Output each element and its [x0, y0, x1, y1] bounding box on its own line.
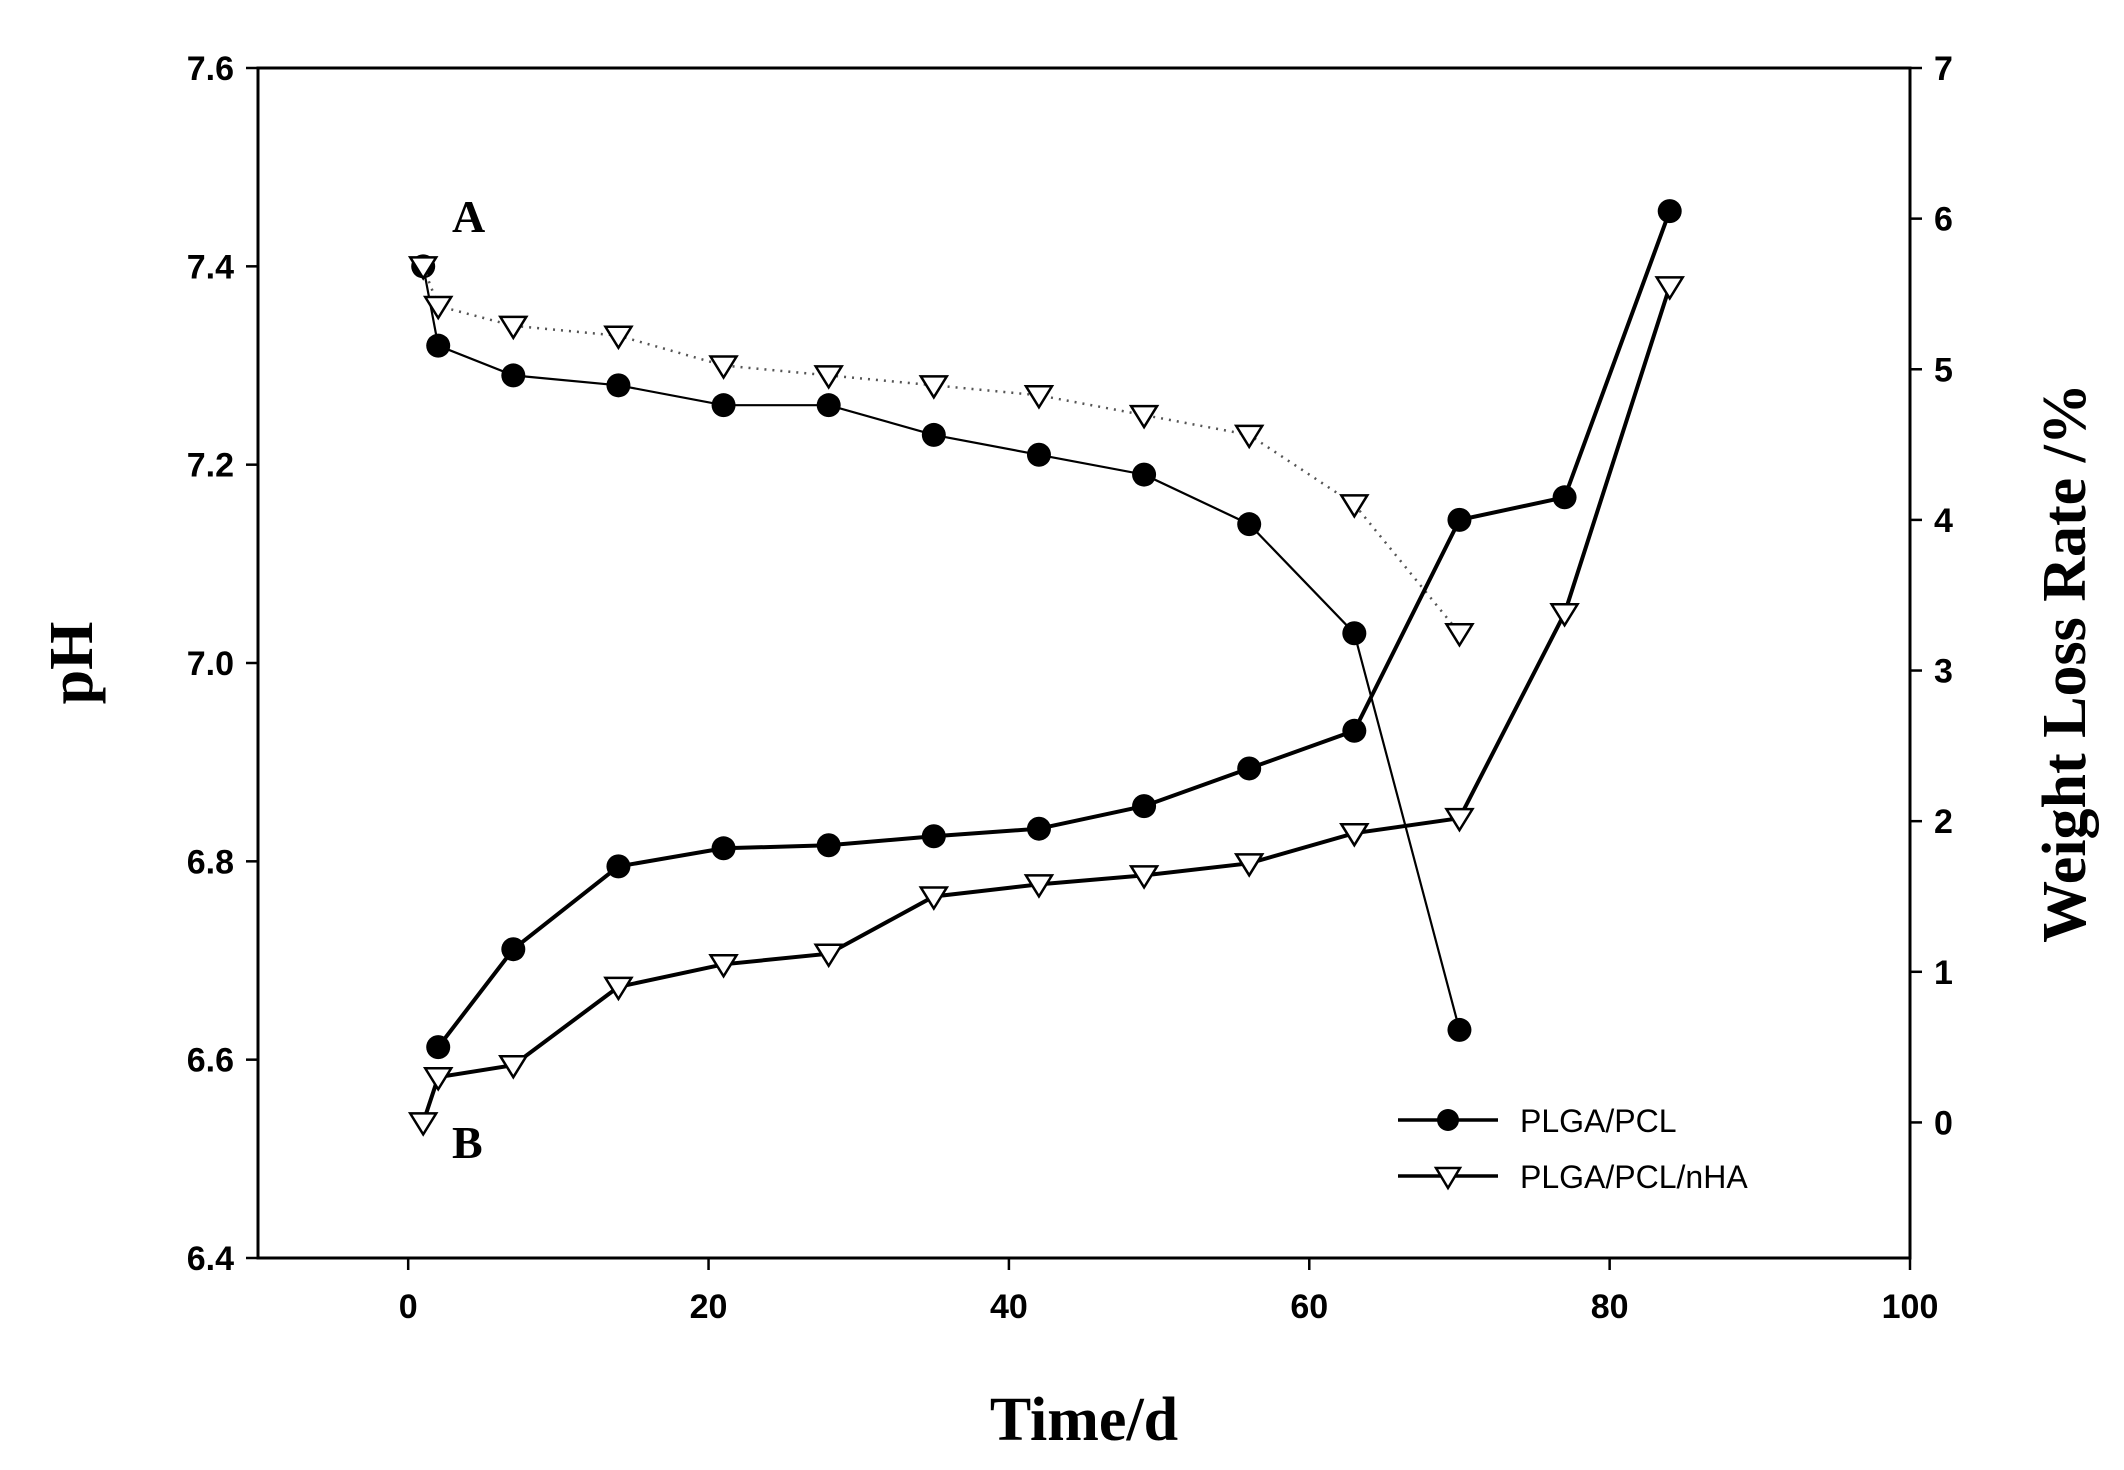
data-point-plga-pcl-nha-b: [813, 943, 844, 969]
series-line-plga-pcl-nha-a: [422, 265, 1461, 634]
data-point-plga-pcl-a: [921, 422, 946, 447]
data-point-plga-pcl-b: [1657, 199, 1682, 224]
data-point-plga-pcl-b: [921, 824, 946, 849]
series-layer: [407, 199, 1685, 1137]
legend-label-plga-pcl: PLGA/PCL: [1520, 1103, 1677, 1139]
data-point-plga-pcl-b: [501, 937, 526, 962]
data-point-plga-pcl-b: [606, 854, 631, 879]
legend-marker-plga-pcl: [1437, 1109, 1459, 1131]
data-point-plga-pcl-nha-b: [422, 1066, 454, 1092]
y-right-tick-label: 0: [1934, 1104, 1953, 1142]
data-point-plga-pcl-b: [1552, 485, 1577, 510]
y-right-tick-label: 2: [1934, 803, 1953, 841]
data-point-plga-pcl-a: [1447, 1017, 1472, 1042]
data-point-plga-pcl-nha-b: [1444, 807, 1475, 833]
plot-frame: [256, 66, 1912, 1260]
data-point-plga-pcl-nha-a: [1023, 385, 1055, 410]
y-axis-right-title: Weight Loss Rate /%: [2031, 383, 2099, 943]
y-left-tick-label: 7.2: [187, 447, 234, 485]
x-tick-label: 40: [990, 1288, 1028, 1326]
y-right-tick-label: 1: [1934, 954, 1953, 992]
data-point-plga-pcl-nha-a: [1233, 424, 1265, 450]
data-point-plga-pcl-nha-b: [1128, 865, 1160, 890]
data-point-plga-pcl-a: [606, 373, 631, 398]
data-point-plga-pcl-nha-b: [1339, 822, 1370, 848]
annotation-b: B: [452, 1117, 483, 1168]
data-point-plga-pcl-nha-a: [498, 315, 529, 341]
data-point-plga-pcl-b: [816, 833, 841, 858]
data-point-plga-pcl-nha-a: [1128, 404, 1160, 430]
data-point-plga-pcl-nha-b: [918, 886, 950, 911]
data-point-plga-pcl-nha-a: [1339, 494, 1370, 519]
data-point-plga-pcl-a: [711, 393, 736, 418]
data-point-plga-pcl-nha-b: [1023, 874, 1055, 899]
y-left-tick-label: 7.4: [187, 248, 234, 286]
y-left-tick-label: 7.6: [187, 50, 234, 88]
data-point-plga-pcl-nha-b: [603, 976, 634, 1002]
x-tick-label: 80: [1591, 1288, 1629, 1326]
data-point-plga-pcl-a: [1026, 442, 1051, 467]
y-right-tick-label: 3: [1934, 653, 1953, 691]
y-right-tick-label: 4: [1934, 502, 1953, 540]
y-left-tick-label: 6.4: [187, 1240, 234, 1278]
data-point-plga-pcl-nha-a: [603, 325, 634, 351]
data-point-plga-pcl-a: [1237, 512, 1262, 537]
data-point-plga-pcl-b: [426, 1035, 451, 1060]
data-point-plga-pcl-b: [1447, 507, 1472, 532]
data-point-plga-pcl-b: [711, 836, 736, 861]
annotation-a: A: [452, 191, 485, 242]
data-point-plga-pcl-a: [1132, 462, 1157, 487]
data-point-plga-pcl-a: [816, 393, 841, 418]
data-point-plga-pcl-b: [1132, 794, 1157, 819]
data-point-plga-pcl-nha-b: [407, 1112, 439, 1137]
legend-label-plga-pcl-nha: PLGA/PCL/nHA: [1520, 1159, 1748, 1195]
data-point-plga-pcl-a: [1342, 621, 1367, 646]
x-tick-label: 20: [690, 1288, 728, 1326]
data-point-plga-pcl-nha-a: [422, 295, 454, 321]
data-point-plga-pcl-nha-a: [407, 256, 439, 281]
y-left-tick-label: 6.6: [187, 1042, 234, 1080]
data-point-plga-pcl-nha-b: [1233, 853, 1265, 878]
y-right-tick-label: 5: [1934, 351, 1953, 389]
data-point-plga-pcl-b: [1342, 718, 1367, 743]
x-tick-label: 0: [399, 1288, 418, 1326]
data-point-plga-pcl-nha-b: [708, 954, 739, 979]
data-point-plga-pcl-nha-a: [708, 355, 739, 380]
data-point-plga-pcl-nha-a: [813, 365, 844, 390]
data-point-plga-pcl-a: [501, 363, 526, 388]
legend: PLGA/PCL PLGA/PCL/nHA: [1398, 1103, 1748, 1195]
series-line-plga-pcl-a: [422, 266, 1461, 1031]
y-right-tick-label: 6: [1934, 201, 1953, 239]
series-line-plga-pcl-nha-b: [421, 285, 1672, 1124]
data-point-plga-pcl-nha-a: [918, 375, 950, 400]
y-left-tick-label: 7.0: [187, 645, 234, 683]
data-point-plga-pcl-nha-b: [1549, 603, 1580, 628]
y-left-tick-label: 6.8: [187, 843, 234, 881]
data-point-plga-pcl-a: [426, 333, 451, 358]
data-point-plga-pcl-nha-b: [1654, 276, 1685, 301]
legend-marker-plga-pcl-nha: [1433, 1166, 1463, 1191]
x-tick-label: 60: [1290, 1288, 1328, 1326]
data-point-plga-pcl-nha-b: [498, 1054, 529, 1080]
x-axis-title: Time/d: [990, 1386, 1178, 1454]
data-point-plga-pcl-nha-a: [1444, 623, 1475, 648]
y-right-tick-label: 7: [1934, 50, 1953, 88]
x-tick-label: 100: [1882, 1288, 1939, 1326]
y-axis-left-title: pH: [38, 622, 106, 705]
data-point-plga-pcl-b: [1026, 816, 1051, 841]
ticks-layer: 0 20 40 60 80 100 6.4 6.6 6.8 7.0 7.2 7.4 7.6 0 1 2 3 4 5 6…: [187, 50, 1953, 1326]
data-point-plga-pcl-b: [1237, 756, 1262, 781]
